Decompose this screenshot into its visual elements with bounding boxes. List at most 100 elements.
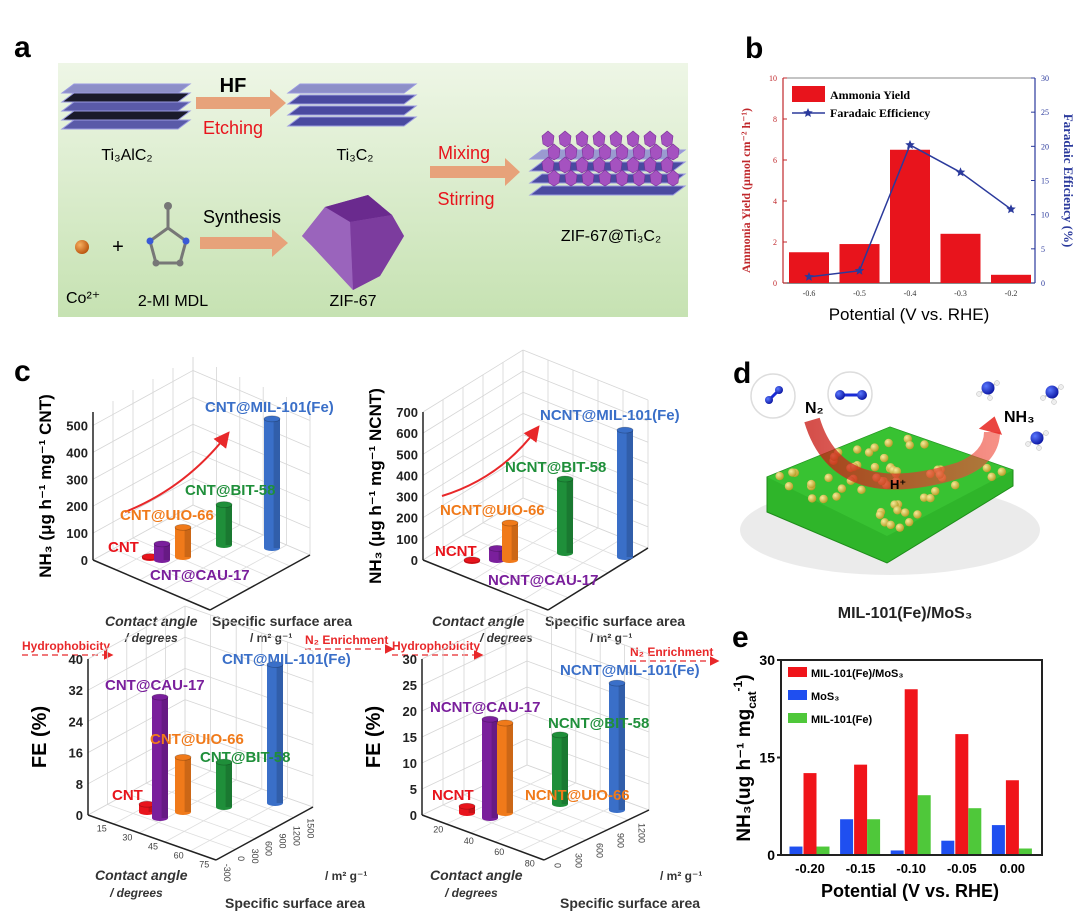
- bar-top: [458, 802, 476, 810]
- zif67-crystal: [626, 156, 640, 174]
- y-axis-title: FE (%): [29, 706, 51, 768]
- chart-c2: 0 100 200 300 400 500 600 700 NH₃ (μg h⁻¹ mg⁻¹ N…: [366, 349, 720, 666]
- bar-cylinder: [458, 802, 476, 816]
- x-tick-label: 75: [199, 860, 209, 870]
- particle: [895, 523, 905, 532]
- panel-d-caption: MIL-101(Fe)/MoS₃: [838, 605, 973, 622]
- y-axis-title-sup: -1: [731, 680, 745, 691]
- grid-line: [163, 534, 264, 591]
- z-tick-label: 1200: [291, 826, 301, 846]
- y-axis-title: NH₃(ug h⁻¹ mgcat-1): [731, 674, 759, 841]
- bar-shade: [184, 527, 191, 557]
- reaction-arrow-icon: [804, 417, 1000, 490]
- point-faradaic-efficiency: [804, 271, 814, 281]
- particle: [913, 510, 922, 519]
- zif67-label: ZIF-67: [329, 293, 376, 310]
- bar-top: [496, 719, 514, 727]
- bar-shade: [506, 723, 513, 813]
- bar-body: [154, 543, 170, 560]
- trend-arrow-icon: [124, 431, 230, 513]
- particle: [926, 493, 935, 503]
- zif67-crystal: [592, 130, 606, 148]
- bar-top: [616, 426, 634, 434]
- bar-label: NCNT@BIT-58: [548, 715, 649, 732]
- z-tick-label: 0: [552, 863, 562, 868]
- bar-mil101: [816, 846, 830, 855]
- bar-label: NCNT@BIT-58: [505, 459, 606, 476]
- grid-line: [421, 608, 528, 660]
- bar-label: CNT: [112, 787, 143, 804]
- n2-molecule-icon: [827, 371, 873, 417]
- zif67-crystal: [609, 156, 623, 174]
- synthesis-label: Synthesis: [203, 207, 281, 227]
- grid-line: [132, 537, 251, 589]
- bar-shade: [618, 683, 625, 810]
- legend-label-faradaic-efficiency: Faradaic Efficiency: [830, 106, 930, 120]
- zif67-crystal: [660, 156, 674, 174]
- y-right-tick-label: 30: [1041, 74, 1049, 83]
- nitrogen-atom: [1030, 431, 1044, 445]
- bar-ammonia-yield: [991, 274, 1031, 283]
- particle: [905, 440, 914, 450]
- particle: [832, 492, 841, 501]
- ti3c2-label: Ti₃C₂: [336, 147, 373, 164]
- bar-cylinder: [266, 661, 284, 806]
- grid-line: [184, 730, 314, 777]
- y-tick-label: 100: [396, 532, 418, 547]
- x-tick-label: 15: [97, 824, 107, 834]
- nitrogen-atom: [981, 381, 995, 395]
- zif67-crystal: [643, 156, 657, 174]
- legend-label: MIL-101(Fe): [811, 714, 872, 726]
- hydrogen-atom: [1058, 384, 1064, 390]
- y-axis-title: NH₃ (μg h⁻¹ mg⁻¹ CNT): [36, 394, 55, 578]
- bar-mil101-mos3: [955, 734, 969, 855]
- x-tick-label: -0.20: [795, 861, 825, 876]
- particle: [919, 493, 929, 502]
- x-axis: [422, 559, 549, 611]
- grid-line: [422, 391, 524, 455]
- grid-line: [421, 686, 528, 738]
- y-right-tick-label: 0: [1041, 279, 1045, 288]
- zif67-crystal: [547, 143, 561, 161]
- particle: [857, 485, 866, 495]
- grid-line: [422, 434, 524, 497]
- grid-line: [184, 699, 314, 745]
- grid-line: [495, 791, 601, 843]
- grid-line: [442, 547, 569, 598]
- y-tick-label: 500: [396, 447, 418, 462]
- bar-cylinder: [174, 754, 192, 815]
- bar-label: CNT@CAU-17: [105, 677, 205, 694]
- etching-label: Etching: [203, 118, 263, 138]
- y-tick-label: 200: [66, 499, 88, 514]
- z-tick-label: 900: [615, 833, 625, 848]
- z-axis-title: / m² g⁻¹: [590, 631, 632, 645]
- y-tick-label: 8: [76, 777, 83, 792]
- hydrogen-atom: [1036, 445, 1042, 451]
- bar-top: [215, 758, 233, 766]
- nh3-label: NH₃: [1004, 409, 1035, 426]
- bar-top: [174, 524, 192, 531]
- grid-line: [526, 764, 650, 811]
- x-tick-label: 60: [174, 851, 184, 861]
- y-right-tick-label: 25: [1041, 108, 1049, 117]
- z-axis-title: Specific surface area: [212, 613, 352, 629]
- chart-c1: 0 100 200 300 400 500 NH₃ (μg h⁻¹ mg⁻¹ CNT) Con…: [22, 357, 395, 660]
- particle: [824, 473, 833, 483]
- bar-shade: [276, 664, 283, 803]
- bar-ammonia-yield: [940, 233, 981, 283]
- sheet-layer: [60, 83, 192, 94]
- bar-body: [175, 757, 191, 812]
- x-axis: [87, 814, 217, 861]
- particle: [886, 520, 895, 530]
- bar-label: CNT@UIO-66: [120, 507, 214, 524]
- grid-line: [164, 788, 262, 843]
- grid-line: [112, 548, 231, 600]
- n2-enrichment-annotation: N₂ Enrichment: [630, 645, 713, 659]
- bar-label: CNT@BIT-58: [185, 482, 275, 499]
- x-tick-label: 45: [148, 842, 158, 852]
- y-tick-label: 30: [403, 652, 417, 667]
- z-axis-title: / m² g⁻¹: [250, 631, 292, 645]
- bar-body: [557, 479, 573, 553]
